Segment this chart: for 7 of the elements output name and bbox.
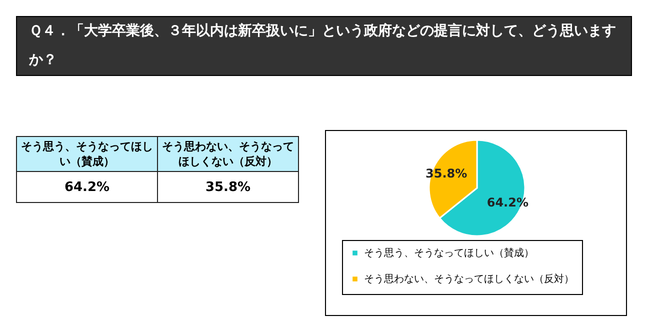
category-label: そう思わない、そうなってほしくない（反対）	[162, 140, 294, 168]
chart-title: Ｑ４．「大学卒業後、３年以内は新卒扱いに」という政府などの提言に対して、どう思いますか？	[16, 16, 632, 76]
text: 64.2%	[64, 180, 110, 194]
text: 35.8%	[205, 180, 251, 194]
legend-label: そう思う、そうなってほしい（賛成）	[364, 247, 534, 259]
legend-label: そう思わない、そうなってほしくない（反対）	[364, 273, 574, 285]
category-label: そう思う、そうなってほしい（賛成）	[21, 140, 153, 168]
